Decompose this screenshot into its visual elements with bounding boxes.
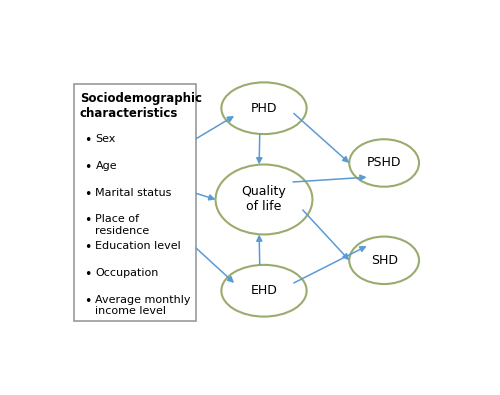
Text: Age: Age: [96, 161, 117, 171]
Text: Quality
of life: Quality of life: [242, 186, 286, 213]
Text: Sociodemographic
characteristics: Sociodemographic characteristics: [80, 92, 202, 120]
Text: EHD: EHD: [250, 284, 278, 297]
Ellipse shape: [349, 139, 419, 187]
Text: •: •: [84, 134, 91, 147]
Text: •: •: [84, 295, 91, 308]
FancyBboxPatch shape: [74, 84, 196, 321]
Ellipse shape: [222, 83, 306, 134]
Text: Marital status: Marital status: [96, 188, 172, 198]
Text: •: •: [84, 268, 91, 281]
Text: Average monthly
income level: Average monthly income level: [96, 295, 191, 316]
Text: •: •: [84, 161, 91, 174]
Text: Education level: Education level: [96, 241, 181, 251]
Ellipse shape: [216, 164, 312, 235]
Ellipse shape: [222, 265, 306, 316]
Text: Sex: Sex: [96, 134, 116, 144]
Text: SHD: SHD: [370, 254, 398, 267]
Text: •: •: [84, 214, 91, 228]
Text: •: •: [84, 188, 91, 201]
Text: PSHD: PSHD: [367, 156, 402, 169]
Text: Place of
residence: Place of residence: [96, 214, 150, 236]
Text: Occupation: Occupation: [96, 268, 159, 278]
Ellipse shape: [349, 237, 419, 284]
Text: PHD: PHD: [251, 102, 277, 115]
Text: •: •: [84, 241, 91, 254]
